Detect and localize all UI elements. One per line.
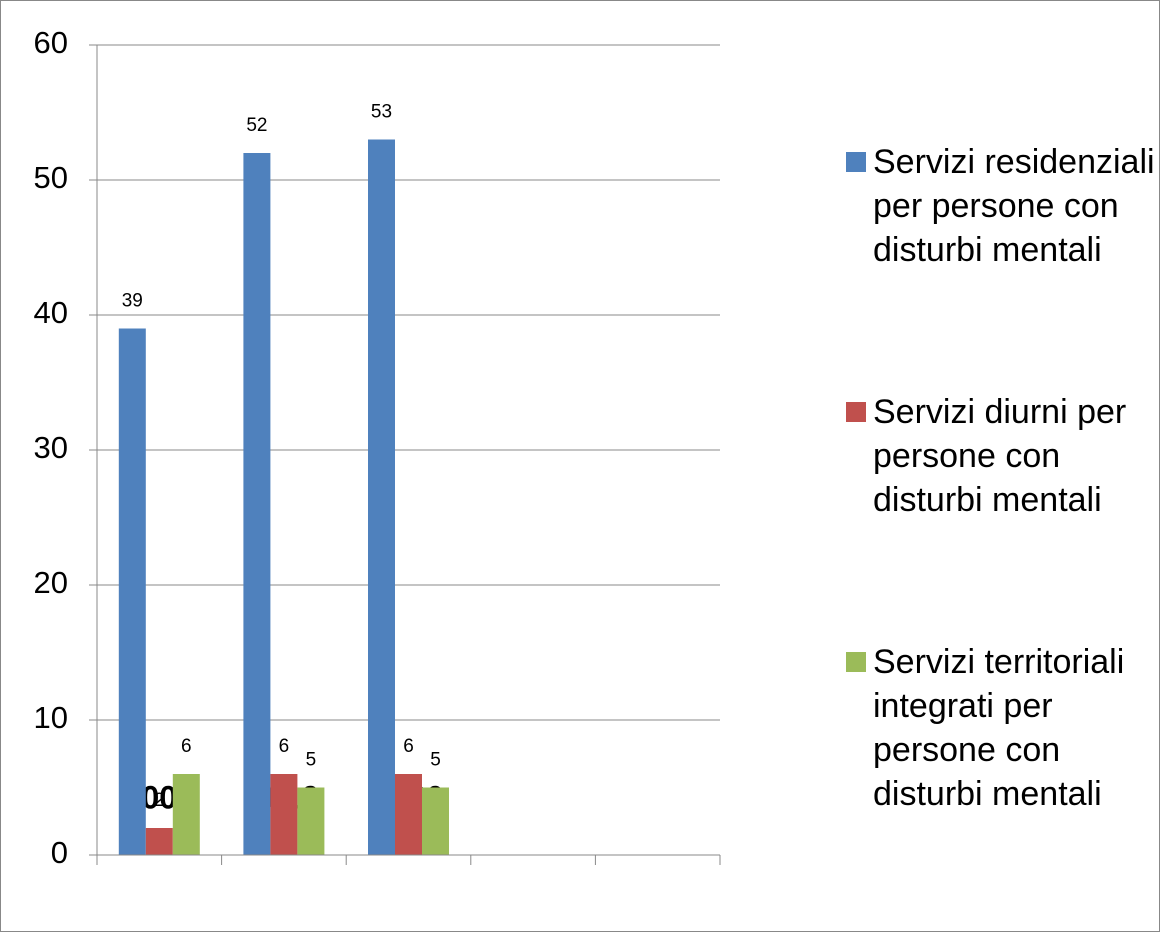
- legend-swatch: [846, 402, 866, 422]
- bar: [297, 787, 325, 855]
- data-label: 6: [403, 736, 414, 757]
- y-tick-label: 20: [34, 565, 68, 600]
- bar: [422, 787, 449, 855]
- bar: [172, 774, 200, 855]
- bar: [118, 328, 146, 855]
- bar: [145, 828, 173, 855]
- data-label: 53: [371, 102, 392, 123]
- legend-swatch: [846, 652, 866, 672]
- data-label: 2: [154, 790, 165, 811]
- bar: [368, 139, 395, 855]
- legend-swatch: [846, 152, 866, 172]
- bar: [243, 153, 271, 855]
- data-label: 6: [279, 736, 290, 757]
- y-tick-label: 60: [34, 25, 68, 60]
- legend-label: Servizi territoriali integrati per perso…: [873, 643, 1125, 813]
- bar: [395, 774, 422, 855]
- bar: [270, 774, 298, 855]
- legend-entry: Servizi diurni per persone con disturbi …: [846, 390, 1156, 522]
- legend-label: Servizi diurni per persone con disturbi …: [873, 393, 1127, 519]
- data-label: 52: [246, 115, 267, 136]
- y-tick-label: 10: [34, 700, 68, 735]
- legend-label: Servizi residenziali per persone con dis…: [873, 143, 1155, 269]
- data-label: 5: [430, 750, 441, 771]
- y-tick-label: 30: [34, 430, 68, 465]
- data-label: 5: [306, 750, 317, 771]
- y-tick-label: 0: [51, 835, 68, 870]
- legend-entry: Servizi territoriali integrati per perso…: [846, 640, 1156, 816]
- data-label: 6: [181, 736, 192, 757]
- y-tick-label: 50: [34, 160, 68, 195]
- y-tick-label: 40: [34, 295, 68, 330]
- legend-entry: Servizi residenziali per persone con dis…: [846, 140, 1156, 272]
- data-label: 39: [122, 291, 143, 312]
